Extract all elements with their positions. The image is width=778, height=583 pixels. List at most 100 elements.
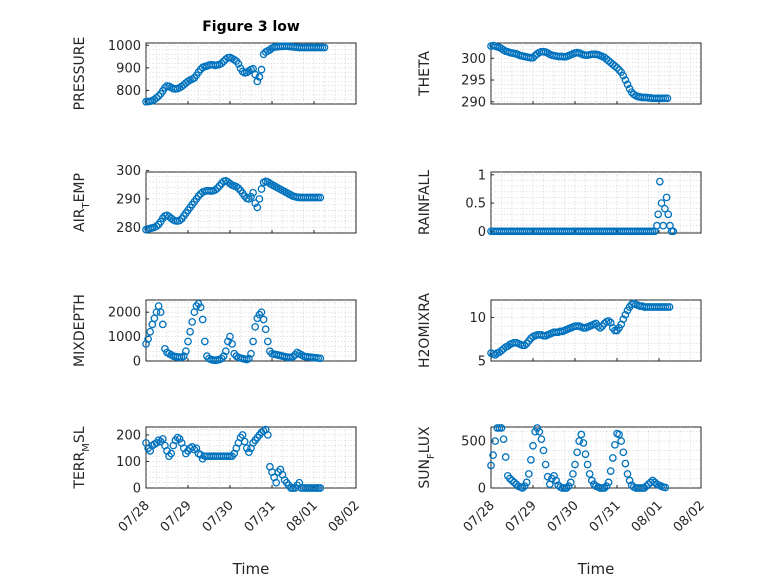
data-point — [550, 471, 558, 480]
data-point — [200, 337, 209, 346]
data-point — [501, 453, 510, 461]
data-point — [657, 199, 666, 207]
data-point — [564, 482, 573, 490]
data-point — [508, 476, 516, 485]
data-point — [566, 478, 575, 487]
y-tick-label: 0 — [133, 355, 141, 370]
y-tick-label: 0.5 — [465, 197, 486, 212]
data-point — [491, 437, 500, 445]
data-point — [575, 437, 584, 445]
data-point — [175, 435, 184, 443]
data-point — [242, 444, 251, 453]
x-axis-label-left: Time — [232, 560, 270, 578]
data-point — [247, 349, 255, 358]
data-point — [152, 222, 161, 231]
y-tick-label: 300 — [461, 52, 486, 67]
panel-sun-flux: 0 500 07/28 07/29 07/30 07/31 08/01 08/02 SUNFLU… — [417, 424, 708, 535]
data-point — [167, 449, 176, 458]
y-tick-label: 200 — [116, 428, 141, 443]
data-point — [245, 195, 253, 203]
panel-air-temp: 280 290 300 AIRTEMP — [72, 164, 357, 236]
data-point — [316, 354, 325, 363]
data-point — [619, 71, 628, 80]
x-tick-label: 08/01 — [629, 498, 666, 535]
data-point — [594, 322, 602, 330]
data-point — [621, 310, 630, 319]
data-point — [219, 352, 228, 360]
data-point — [158, 320, 167, 329]
y-tick-label: 290 — [116, 192, 141, 207]
data-point — [537, 435, 546, 444]
data-point — [234, 184, 243, 193]
data-point — [623, 470, 632, 478]
data-point — [257, 65, 266, 74]
data-point — [154, 92, 163, 100]
data-point — [535, 427, 544, 436]
data-point — [617, 437, 626, 445]
x-tick-label: 08/01 — [284, 498, 321, 535]
data-point — [184, 337, 192, 346]
y-tick-label: 280 — [116, 221, 141, 236]
data-point — [156, 308, 165, 317]
y-axis-label: H2OMIXRA — [417, 293, 433, 368]
y-tick-label: 100 — [116, 455, 141, 470]
x-tick-label: 07/28 — [116, 498, 153, 535]
data-point — [251, 199, 260, 208]
data-point — [531, 427, 539, 436]
data-point — [228, 340, 236, 348]
data-point — [602, 482, 611, 490]
y-axis-label: SUNFLUX — [417, 426, 437, 489]
data-point — [217, 59, 226, 68]
data-point — [619, 315, 628, 324]
data-point — [520, 482, 529, 490]
data-point — [261, 325, 270, 334]
y-axis-label: RAINFALL — [417, 170, 433, 235]
data-point — [263, 337, 272, 346]
data-point — [487, 461, 495, 470]
data-point — [196, 303, 205, 312]
data-point — [539, 446, 548, 455]
data-point — [245, 448, 253, 457]
data-point — [579, 439, 588, 447]
data-point — [611, 440, 619, 449]
data-point — [615, 66, 623, 74]
y-tick-label: 900 — [116, 61, 141, 76]
data-point — [251, 70, 260, 79]
data-point — [604, 478, 613, 487]
y-tick-label: 0 — [478, 225, 486, 240]
data-point — [194, 192, 203, 200]
data-point — [569, 470, 577, 478]
data-point — [272, 478, 281, 487]
x-tick-label: 07/31 — [587, 498, 624, 535]
x-tick-label: 08/02 — [671, 498, 708, 535]
panel-h2omixra: 5 10 H2OMIXRA — [417, 293, 702, 370]
panel-rainfall: 0 0.5 1 RAINFALL — [417, 168, 702, 240]
data-point — [621, 459, 630, 468]
y-axis-label: AIRTEMP — [72, 173, 92, 232]
data-point — [263, 431, 272, 439]
x-tick-label: 07/28 — [461, 498, 498, 535]
data-point — [497, 424, 506, 432]
data-point — [615, 430, 623, 439]
y-tick-label: 295 — [461, 74, 486, 89]
data-point — [520, 341, 529, 350]
data-point — [158, 435, 167, 443]
y-axis-label: MIXDEPTH — [72, 294, 88, 367]
data-point — [247, 192, 255, 201]
data-point — [259, 315, 268, 324]
data-point — [608, 454, 617, 462]
data-point — [255, 195, 264, 203]
data-point — [596, 324, 605, 332]
data-point — [211, 186, 220, 194]
data-point — [255, 73, 264, 81]
y-tick-label: 800 — [116, 84, 141, 99]
y-axis-label: TERRMSL — [72, 426, 92, 489]
data-point — [522, 478, 531, 487]
data-point — [529, 53, 537, 62]
data-point — [221, 347, 230, 356]
data-point — [257, 185, 266, 193]
data-point — [499, 435, 508, 444]
data-point — [144, 335, 152, 343]
data-point — [663, 94, 672, 103]
